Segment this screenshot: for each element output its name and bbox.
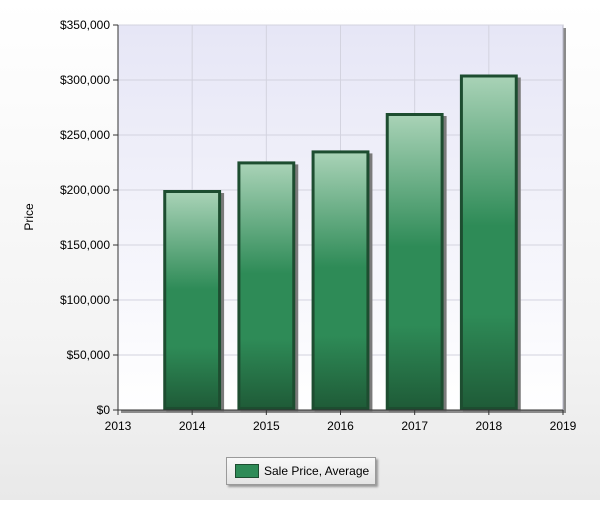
- bar: [385, 113, 447, 412]
- y-tick-label: $250,000: [60, 128, 110, 142]
- legend-swatch: [235, 464, 259, 478]
- y-tick-label: $100,000: [60, 293, 110, 307]
- y-tick-label: $200,000: [60, 183, 110, 197]
- x-tick-label: 2013: [105, 419, 132, 433]
- x-tick-label: 2014: [179, 419, 206, 433]
- x-tick-label: 2018: [475, 419, 502, 433]
- bar-fill: [166, 193, 219, 407]
- legend-label: Sale Price, Average: [264, 464, 370, 478]
- bar: [237, 161, 299, 412]
- y-tick-label: $0: [97, 403, 111, 417]
- bar: [311, 150, 373, 412]
- bar-fill: [240, 164, 293, 407]
- y-tick-label: $150,000: [60, 238, 110, 252]
- bar: [459, 74, 521, 412]
- x-tick-label: 2017: [401, 419, 428, 433]
- bar-fill: [462, 77, 515, 407]
- legend: Sale Price, Average: [226, 457, 376, 485]
- bar-fill: [388, 116, 441, 407]
- bar-fill: [314, 153, 367, 407]
- x-tick-label: 2015: [253, 419, 280, 433]
- y-tick-label: $350,000: [60, 18, 110, 32]
- bar: [163, 190, 225, 412]
- x-tick-label: 2019: [550, 419, 577, 433]
- x-tick-label: 2016: [327, 419, 354, 433]
- y-axis-title: Price: [22, 203, 36, 231]
- y-tick-label: $50,000: [67, 348, 111, 362]
- y-tick-label: $300,000: [60, 73, 110, 87]
